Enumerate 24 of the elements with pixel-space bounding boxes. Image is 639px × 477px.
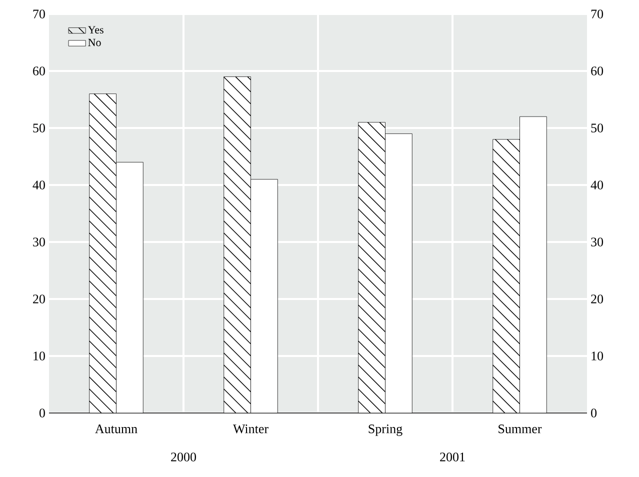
x-tick-label: Summer — [498, 424, 542, 434]
legend-label: No — [88, 38, 101, 46]
y-tick-label: 20 — [33, 294, 45, 304]
y2-tick-label: 10 — [592, 352, 604, 360]
y-tick-label: 60 — [33, 66, 45, 76]
y2-tick-label: 20 — [591, 294, 604, 304]
x-tick-label: Autumn — [95, 424, 138, 434]
y-tick-label: 40 — [32, 180, 45, 190]
y2-tick-label: 50 — [591, 124, 604, 132]
y-tick-label: 30 — [33, 238, 45, 246]
x-tick-label: Spring — [368, 424, 402, 436]
y-tick-label: 0 — [39, 408, 45, 418]
legend-label: Yes — [88, 26, 104, 34]
y2-tick-label: 40 — [590, 180, 604, 190]
text: 2000 — [171, 452, 196, 462]
y-tick-label: 70 — [33, 10, 45, 18]
x-tick-label: Winter — [232, 424, 268, 434]
y2-tick-label: 0 — [591, 408, 597, 418]
y2-tick-label: 60 — [591, 66, 604, 76]
text: 2001 — [440, 452, 465, 462]
y-tick-label: 10 — [34, 352, 45, 360]
y-tick-label: 50 — [33, 124, 45, 132]
y2-tick-label: 30 — [591, 238, 604, 246]
y2-tick-label: 70 — [591, 10, 604, 18]
